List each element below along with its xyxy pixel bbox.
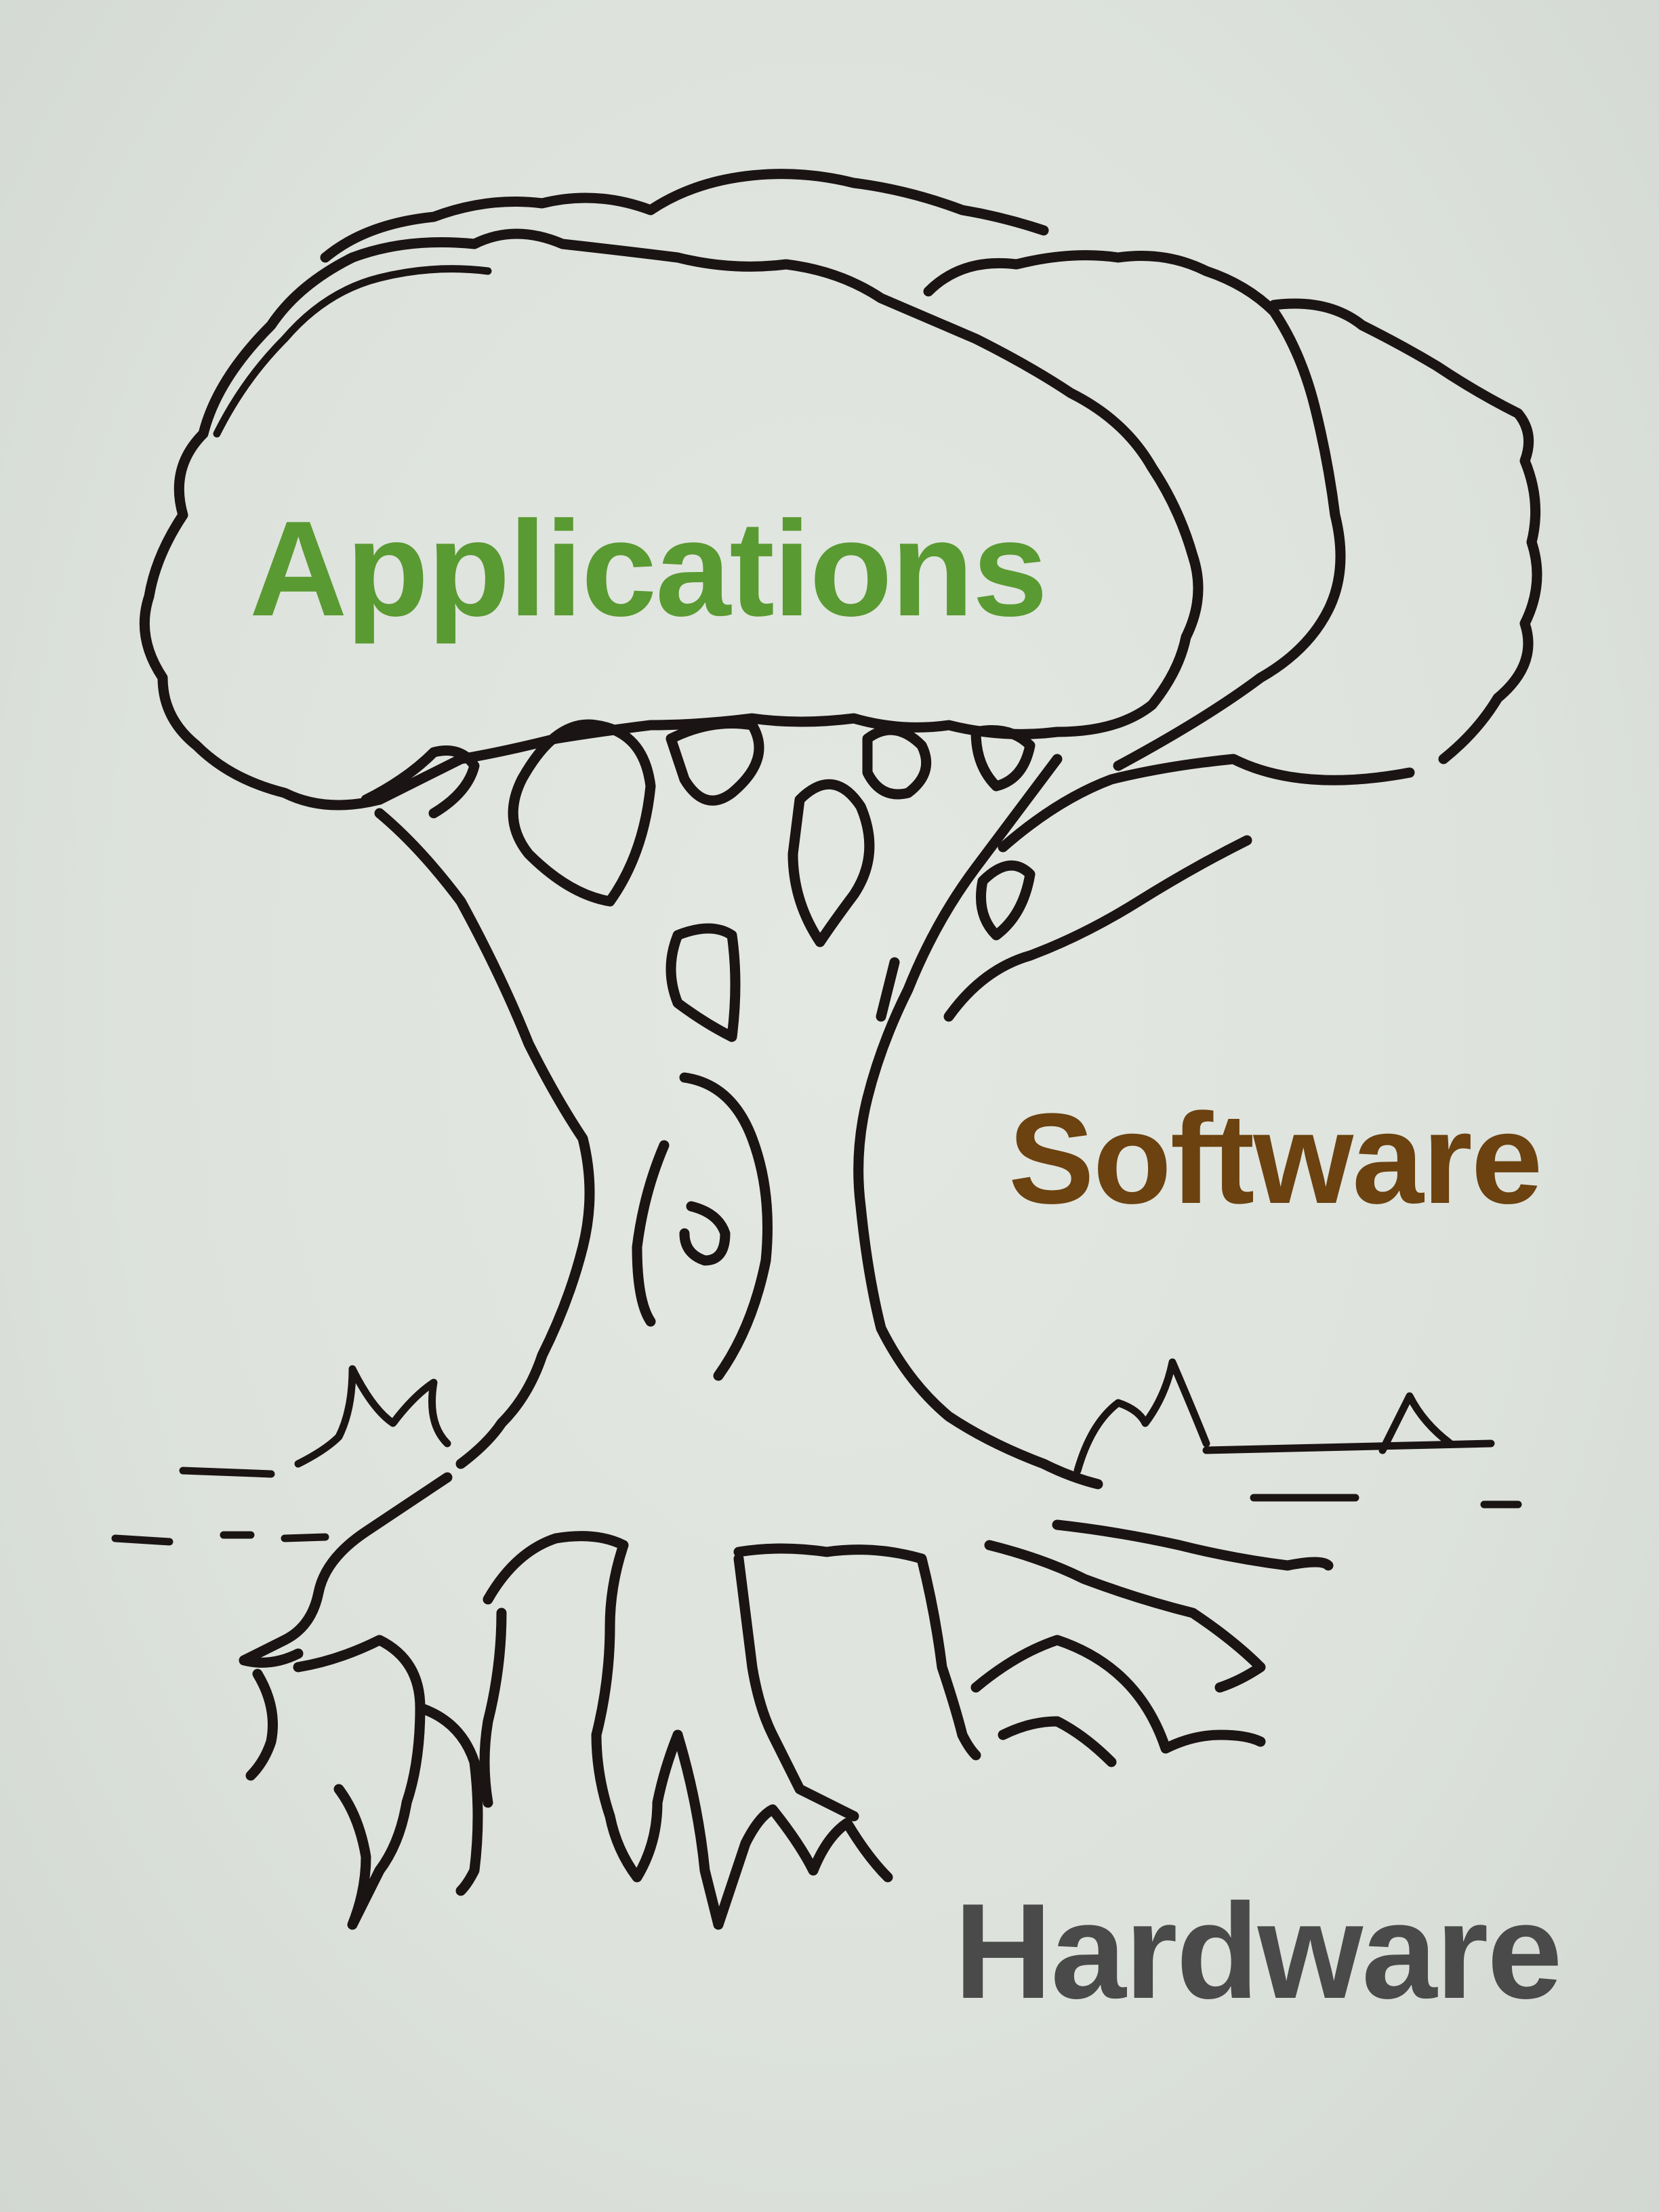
tree-canopy-front [139,228,1204,811]
grass-right [1073,1358,1210,1475]
tree-canopy-top-back [320,169,1049,263]
ground-left-4 [281,1533,329,1542]
ground-right [1202,1439,1495,1454]
branch-right [998,754,1415,853]
hardware-label: Hardware [954,1876,1563,2027]
trunk-mark-left [632,1140,670,1327]
tree-canopy-mid [923,250,1346,771]
root-center-left-inner [479,1607,507,1808]
software-label: Software [1008,1087,1542,1231]
root-right [984,1540,1266,1693]
root-right-c [998,1716,1117,1767]
grass-left [294,1365,451,1468]
branch-left [361,745,480,819]
root-far-left [239,1472,453,1668]
tree-canopy-inner-left [213,265,492,438]
ground-left-2 [111,1534,173,1546]
applications-label: Applications [249,493,1048,644]
trunk-mark-right [679,1072,773,1381]
trunk-left-edge [374,808,595,1469]
root-right-b [970,1635,1266,1754]
branch-right-lower [943,835,1252,1022]
root-center [672,1729,893,1930]
grass-right-2 [1378,1392,1454,1454]
root-left-fork [245,1668,278,1781]
branch-gap-4 [862,724,932,800]
trunk-mark-small [876,957,900,1022]
root-center-left [483,1531,683,1883]
root-right-a [1052,1519,1334,1571]
root-center-right [733,1543,981,1761]
ground-left [179,1467,275,1478]
branch-gap-5 [970,725,1036,792]
trunk-swirl [679,1201,731,1266]
branch-gap-7 [665,923,741,1042]
branch-gap-6 [976,860,1036,941]
branch-gap-1 [508,719,656,907]
root-left-b [415,1702,483,1896]
branch-gap-3 [787,779,875,947]
root-left-a [293,1635,426,1930]
trunk-right-edge [853,754,1103,1490]
root-center-right-inner [733,1553,859,1822]
tree-canopy-rear [1269,298,1542,764]
branch-gap-2 [665,718,764,806]
